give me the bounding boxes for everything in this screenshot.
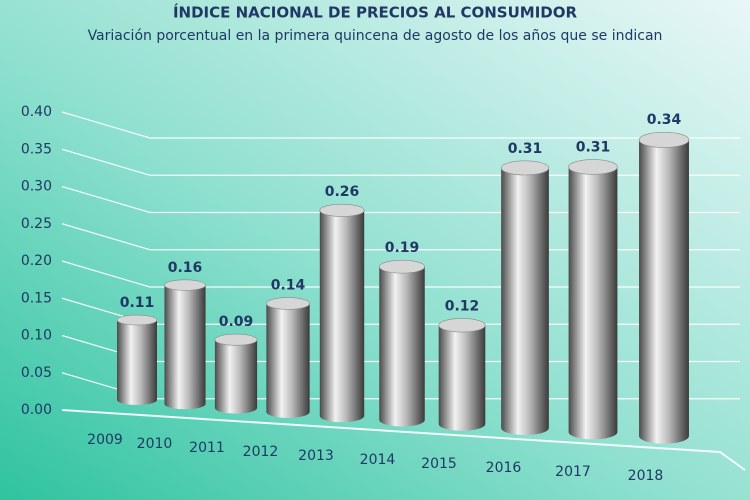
value-label: 0.19 — [385, 240, 420, 256]
bar — [379, 266, 425, 427]
bar-top — [438, 318, 486, 333]
bar — [438, 325, 486, 431]
bar — [639, 139, 689, 444]
bar-top — [500, 160, 550, 176]
x-tick-label: 2016 — [486, 460, 522, 476]
x-tick-label: 2013 — [298, 448, 334, 464]
value-label: 0.11 — [120, 295, 155, 311]
x-tick-label: 2011 — [189, 440, 225, 456]
bar-top — [568, 159, 618, 175]
bar — [568, 166, 618, 440]
bar-top — [214, 333, 258, 346]
bar-top — [266, 297, 310, 310]
value-label: 0.26 — [325, 184, 360, 200]
value-label: 0.09 — [219, 314, 254, 330]
value-label: 0.31 — [508, 141, 543, 157]
x-tick-label: 2014 — [360, 452, 396, 468]
y-tick-label: 0.05 — [21, 365, 52, 381]
grid-line — [61, 111, 740, 139]
floor-line — [61, 409, 746, 471]
x-tick-label: 2010 — [137, 436, 173, 452]
y-tick-label: 0.10 — [21, 328, 52, 344]
x-tick-label: 2009 — [87, 432, 123, 448]
chart-subtitle: Variación porcentual en la primera quinc… — [88, 28, 663, 44]
y-tick-label: 0.25 — [21, 216, 52, 232]
y-tick-label: 0.35 — [21, 141, 52, 157]
value-label: 0.12 — [445, 298, 480, 314]
bar — [164, 285, 206, 410]
y-tick-label: 0.15 — [21, 290, 52, 306]
y-tick-label: 0.00 — [21, 402, 52, 418]
value-label: 0.31 — [576, 140, 611, 156]
y-tick-label: 0.30 — [21, 179, 52, 195]
x-tick-label: 2012 — [243, 444, 279, 460]
x-tick-label: 2018 — [628, 468, 664, 484]
value-label: 0.14 — [271, 278, 306, 294]
value-label: 0.34 — [647, 112, 682, 128]
bar-top — [378, 259, 426, 274]
bar-top — [164, 279, 206, 291]
y-tick-label: 0.40 — [21, 104, 52, 120]
bar-top — [116, 314, 158, 326]
chart-title: ÍNDICE NACIONAL DE PRECIOS AL CONSUMIDOR — [173, 3, 578, 22]
bar-top — [319, 203, 365, 217]
bar — [266, 303, 310, 418]
y-tick-label: 0.20 — [21, 253, 52, 269]
bar — [117, 320, 157, 405]
x-tick-label: 2015 — [421, 456, 457, 472]
bar — [214, 339, 258, 414]
bar — [501, 167, 549, 436]
bar-top — [638, 131, 690, 148]
x-tick-label: 2017 — [555, 464, 591, 480]
value-label: 0.16 — [168, 260, 203, 276]
bar — [319, 210, 365, 423]
